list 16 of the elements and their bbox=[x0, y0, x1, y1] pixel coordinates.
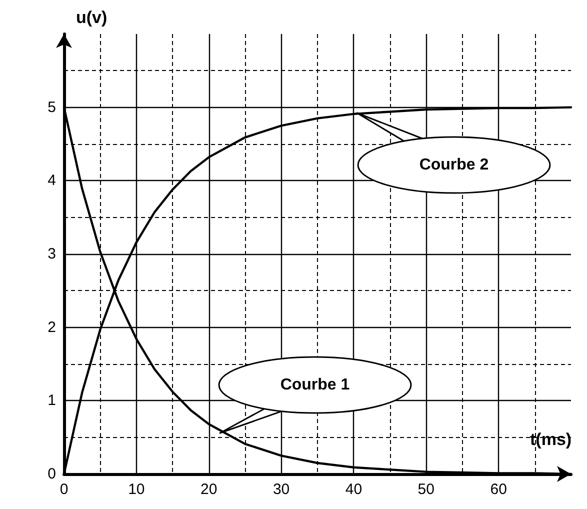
y-tick-label: 1 bbox=[48, 392, 56, 410]
annotation: Courbe 1 bbox=[280, 376, 350, 394]
y-tick-label: 3 bbox=[48, 246, 56, 262]
y-tick-label: 2 bbox=[48, 318, 56, 336]
y-tick-label: 4 bbox=[48, 172, 56, 190]
x-tick-label: 60 bbox=[490, 481, 507, 498]
annotation: Courbe 2 bbox=[419, 156, 489, 174]
x-tick-label: 20 bbox=[200, 481, 218, 498]
y-axis-title: u(v) bbox=[76, 8, 108, 28]
x-tick-label: 30 bbox=[272, 481, 290, 498]
y-tick-label: 0 bbox=[48, 466, 56, 482]
y-tick-label: 5 bbox=[48, 98, 56, 116]
x-tick-label: 10 bbox=[128, 481, 145, 498]
x-tick-label: 40 bbox=[345, 481, 362, 498]
x-tick-label: 50 bbox=[418, 481, 434, 498]
x-tick-label: 0 bbox=[60, 481, 68, 498]
